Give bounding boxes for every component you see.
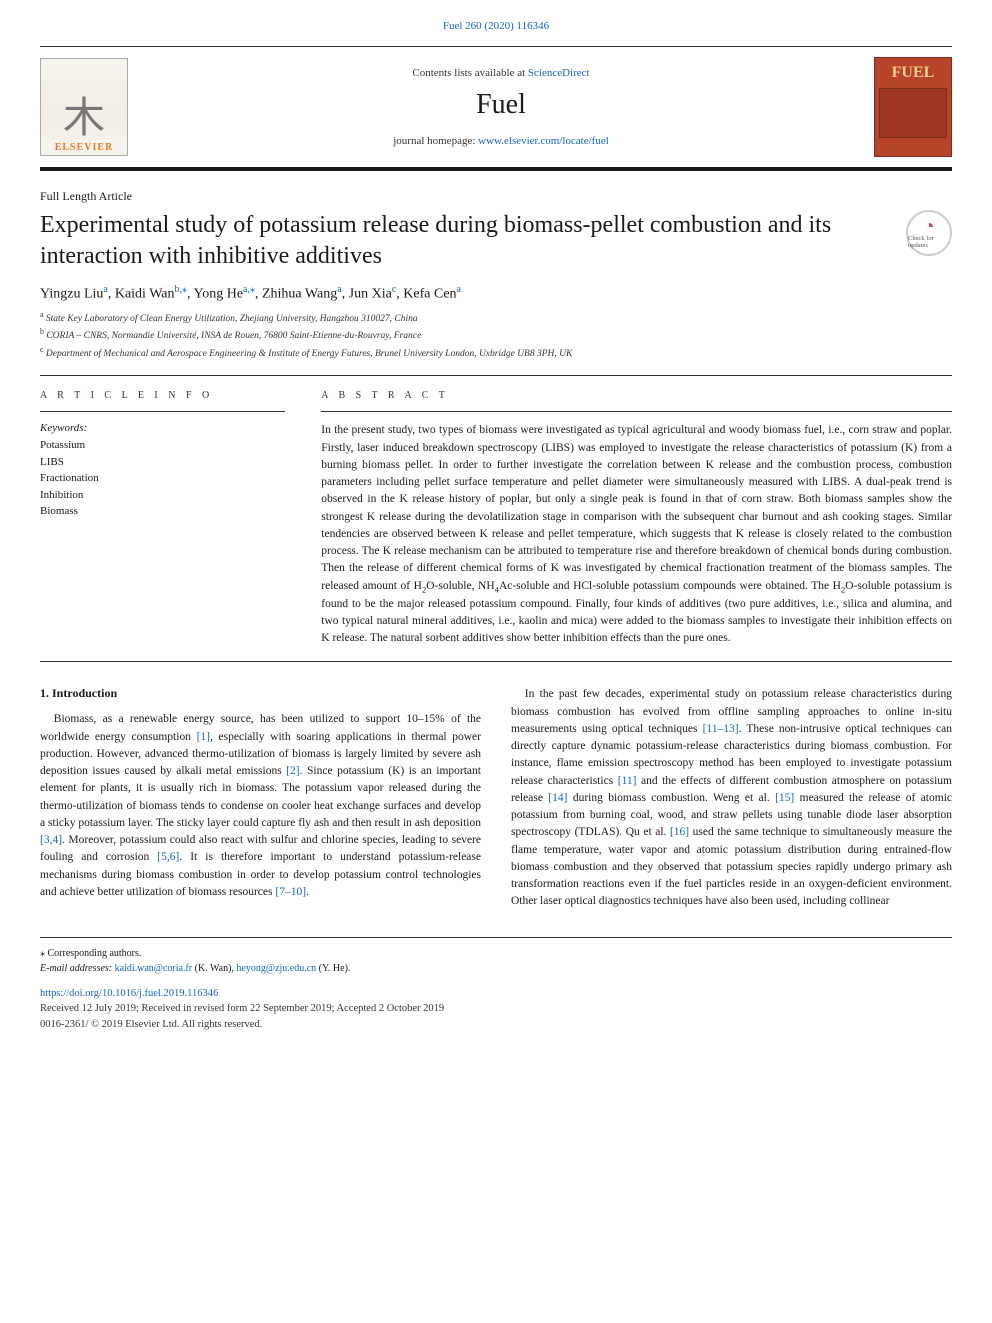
footer: ⁎ Corresponding authors. E-mail addresse… — [40, 937, 952, 1033]
sciencedirect-link[interactable]: ScienceDirect — [528, 67, 590, 79]
article-type: Full Length Article — [40, 189, 952, 204]
cover-image-box — [879, 88, 947, 138]
intro-paragraph-1: Biomass, as a renewable energy source, h… — [40, 711, 481, 901]
abstract-column: A B S T R A C T In the present study, tw… — [321, 390, 952, 647]
doi-link[interactable]: https://doi.org/10.1016/j.fuel.2019.1163… — [40, 986, 952, 1002]
received-line: Received 12 July 2019; Received in revis… — [40, 1001, 952, 1017]
article-info-column: A R T I C L E I N F O Keywords: Potassiu… — [40, 390, 285, 647]
abstract-text: In the present study, two types of bioma… — [321, 422, 952, 647]
affiliations: a State Key Laboratory of Clean Energy U… — [40, 309, 952, 361]
abstract-label: A B S T R A C T — [321, 390, 952, 401]
body-text: 1. Introduction Biomass, as a renewable … — [40, 686, 952, 910]
intro-heading: 1. Introduction — [40, 686, 481, 701]
homepage-link[interactable]: www.elsevier.com/locate/fuel — [478, 135, 609, 147]
separator — [321, 411, 952, 412]
header-center: Contents lists available at ScienceDirec… — [144, 67, 858, 147]
journal-title: Fuel — [144, 89, 858, 121]
email-link-1[interactable]: kaidi.wan@coria.fr — [115, 963, 193, 974]
email-name-2: (Y. He). — [316, 963, 350, 974]
check-updates-badge[interactable]: ◔ Check for updates — [906, 210, 952, 256]
journal-issue-link[interactable]: Fuel 260 (2020) 116346 — [40, 20, 952, 32]
journal-header: ⽊ ELSEVIER Contents lists available at S… — [40, 46, 952, 171]
elsevier-logo: ⽊ ELSEVIER — [40, 58, 128, 156]
paper-title: Experimental study of potassium release … — [40, 210, 890, 272]
keywords-list: PotassiumLIBSFractionationInhibitionBiom… — [40, 437, 285, 520]
elsevier-name: ELSEVIER — [55, 142, 114, 153]
contents-prefix: Contents lists available at — [412, 67, 527, 79]
email-name-1: (K. Wan), — [192, 963, 236, 974]
corresponding-note: ⁎ Corresponding authors. — [40, 946, 952, 961]
copyright-line: 0016-2361/ © 2019 Elsevier Ltd. All righ… — [40, 1017, 952, 1033]
authors-line: Yingzu Liua, Kaidi Wanb,⁎, Yong Hea,⁎, Z… — [40, 284, 952, 303]
separator — [40, 411, 285, 412]
intro-paragraph-2: In the past few decades, experimental st… — [511, 686, 952, 910]
cover-title: FUEL — [892, 64, 935, 82]
separator — [40, 375, 952, 376]
article-info-label: A R T I C L E I N F O — [40, 390, 285, 401]
journal-cover-thumbnail: FUEL — [874, 57, 952, 157]
contents-line: Contents lists available at ScienceDirec… — [144, 67, 858, 79]
emails-line: E-mail addresses: kaidi.wan@coria.fr (K.… — [40, 961, 952, 976]
elsevier-tree-icon: ⽊ — [63, 98, 105, 140]
emails-prefix: E-mail addresses: — [40, 963, 115, 974]
updates-label: Check for updates — [908, 235, 950, 249]
homepage-prefix: journal homepage: — [393, 135, 478, 147]
separator — [40, 661, 952, 662]
email-link-2[interactable]: heyong@zju.edu.cn — [236, 963, 316, 974]
keywords-heading: Keywords: — [40, 422, 285, 434]
bookmark-icon: ◔ — [924, 217, 935, 235]
homepage-line: journal homepage: www.elsevier.com/locat… — [144, 135, 858, 147]
